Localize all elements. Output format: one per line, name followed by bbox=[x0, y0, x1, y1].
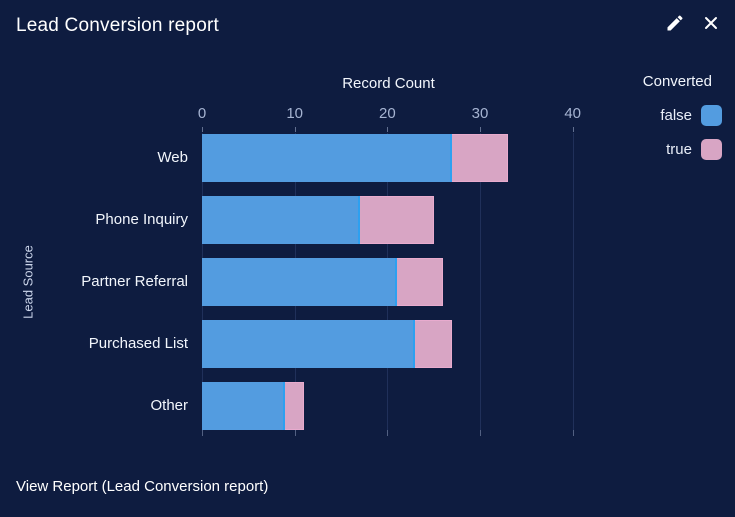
pencil-icon bbox=[667, 15, 683, 31]
legend: Converted false true bbox=[643, 73, 722, 171]
gridline bbox=[572, 133, 574, 430]
bar-row bbox=[202, 258, 443, 306]
bar-row bbox=[202, 196, 434, 244]
legend-item-false[interactable]: false bbox=[660, 103, 722, 127]
x-bottom-tick-mark bbox=[202, 430, 203, 436]
x-tick-label: 0 bbox=[197, 105, 207, 122]
x-bottom-tick-mark bbox=[387, 430, 389, 436]
page-title: Lead Conversion report bbox=[16, 15, 219, 36]
close-button[interactable] bbox=[697, 9, 725, 37]
category-label: Partner Referral bbox=[81, 273, 188, 290]
bar-segment-false[interactable] bbox=[202, 134, 453, 182]
view-report-link[interactable]: View Report (Lead Conversion report) bbox=[16, 478, 269, 495]
x-tick-mark bbox=[480, 127, 481, 132]
edit-button[interactable] bbox=[661, 9, 689, 37]
category-label: Phone Inquiry bbox=[95, 211, 188, 228]
category-label: Other bbox=[150, 397, 188, 414]
legend-items: false true bbox=[660, 103, 722, 171]
bar-segment-false[interactable] bbox=[202, 320, 416, 368]
x-axis-title: Record Count bbox=[342, 75, 435, 92]
bar-row bbox=[202, 382, 304, 430]
legend-item-label: false bbox=[660, 106, 692, 124]
bar-segment-true[interactable] bbox=[285, 382, 304, 430]
widget-actions bbox=[661, 9, 725, 37]
bar-row bbox=[202, 320, 453, 368]
x-tick-mark bbox=[387, 127, 389, 132]
bar-segment-true[interactable] bbox=[396, 258, 443, 306]
x-tick-label: 40 bbox=[564, 105, 581, 122]
legend-title: Converted bbox=[642, 73, 712, 90]
legend-item-true[interactable]: true bbox=[666, 137, 722, 161]
x-bottom-tick-mark bbox=[294, 430, 296, 436]
x-tick-label: 10 bbox=[286, 105, 303, 122]
x-tick-mark bbox=[202, 127, 203, 132]
category-label: Purchased List bbox=[88, 335, 188, 352]
category-label: Web bbox=[157, 149, 188, 166]
x-tick-label: 20 bbox=[378, 105, 396, 122]
x-axis: 0 10 20 30 40 bbox=[0, 105, 735, 133]
legend-item-label: true bbox=[666, 140, 692, 158]
bar-segment-false[interactable] bbox=[202, 196, 360, 244]
plot-area bbox=[202, 133, 619, 455]
bar-segment-true[interactable] bbox=[452, 134, 508, 182]
bar-segment-true[interactable] bbox=[359, 196, 434, 244]
x-tick-mark bbox=[572, 127, 574, 132]
close-icon bbox=[705, 17, 717, 29]
legend-swatch-false bbox=[701, 104, 722, 126]
gridline bbox=[480, 133, 481, 430]
bar-row bbox=[202, 134, 508, 182]
legend-swatch-true bbox=[701, 138, 722, 160]
bar-segment-false[interactable] bbox=[202, 382, 286, 430]
bar-segment-true[interactable] bbox=[415, 320, 453, 368]
bar-segment-false[interactable] bbox=[202, 258, 397, 306]
x-bottom-tick-mark bbox=[480, 430, 481, 436]
x-tick-mark bbox=[294, 127, 296, 132]
x-bottom-tick-mark bbox=[572, 430, 574, 436]
x-tick-label: 30 bbox=[471, 105, 489, 122]
